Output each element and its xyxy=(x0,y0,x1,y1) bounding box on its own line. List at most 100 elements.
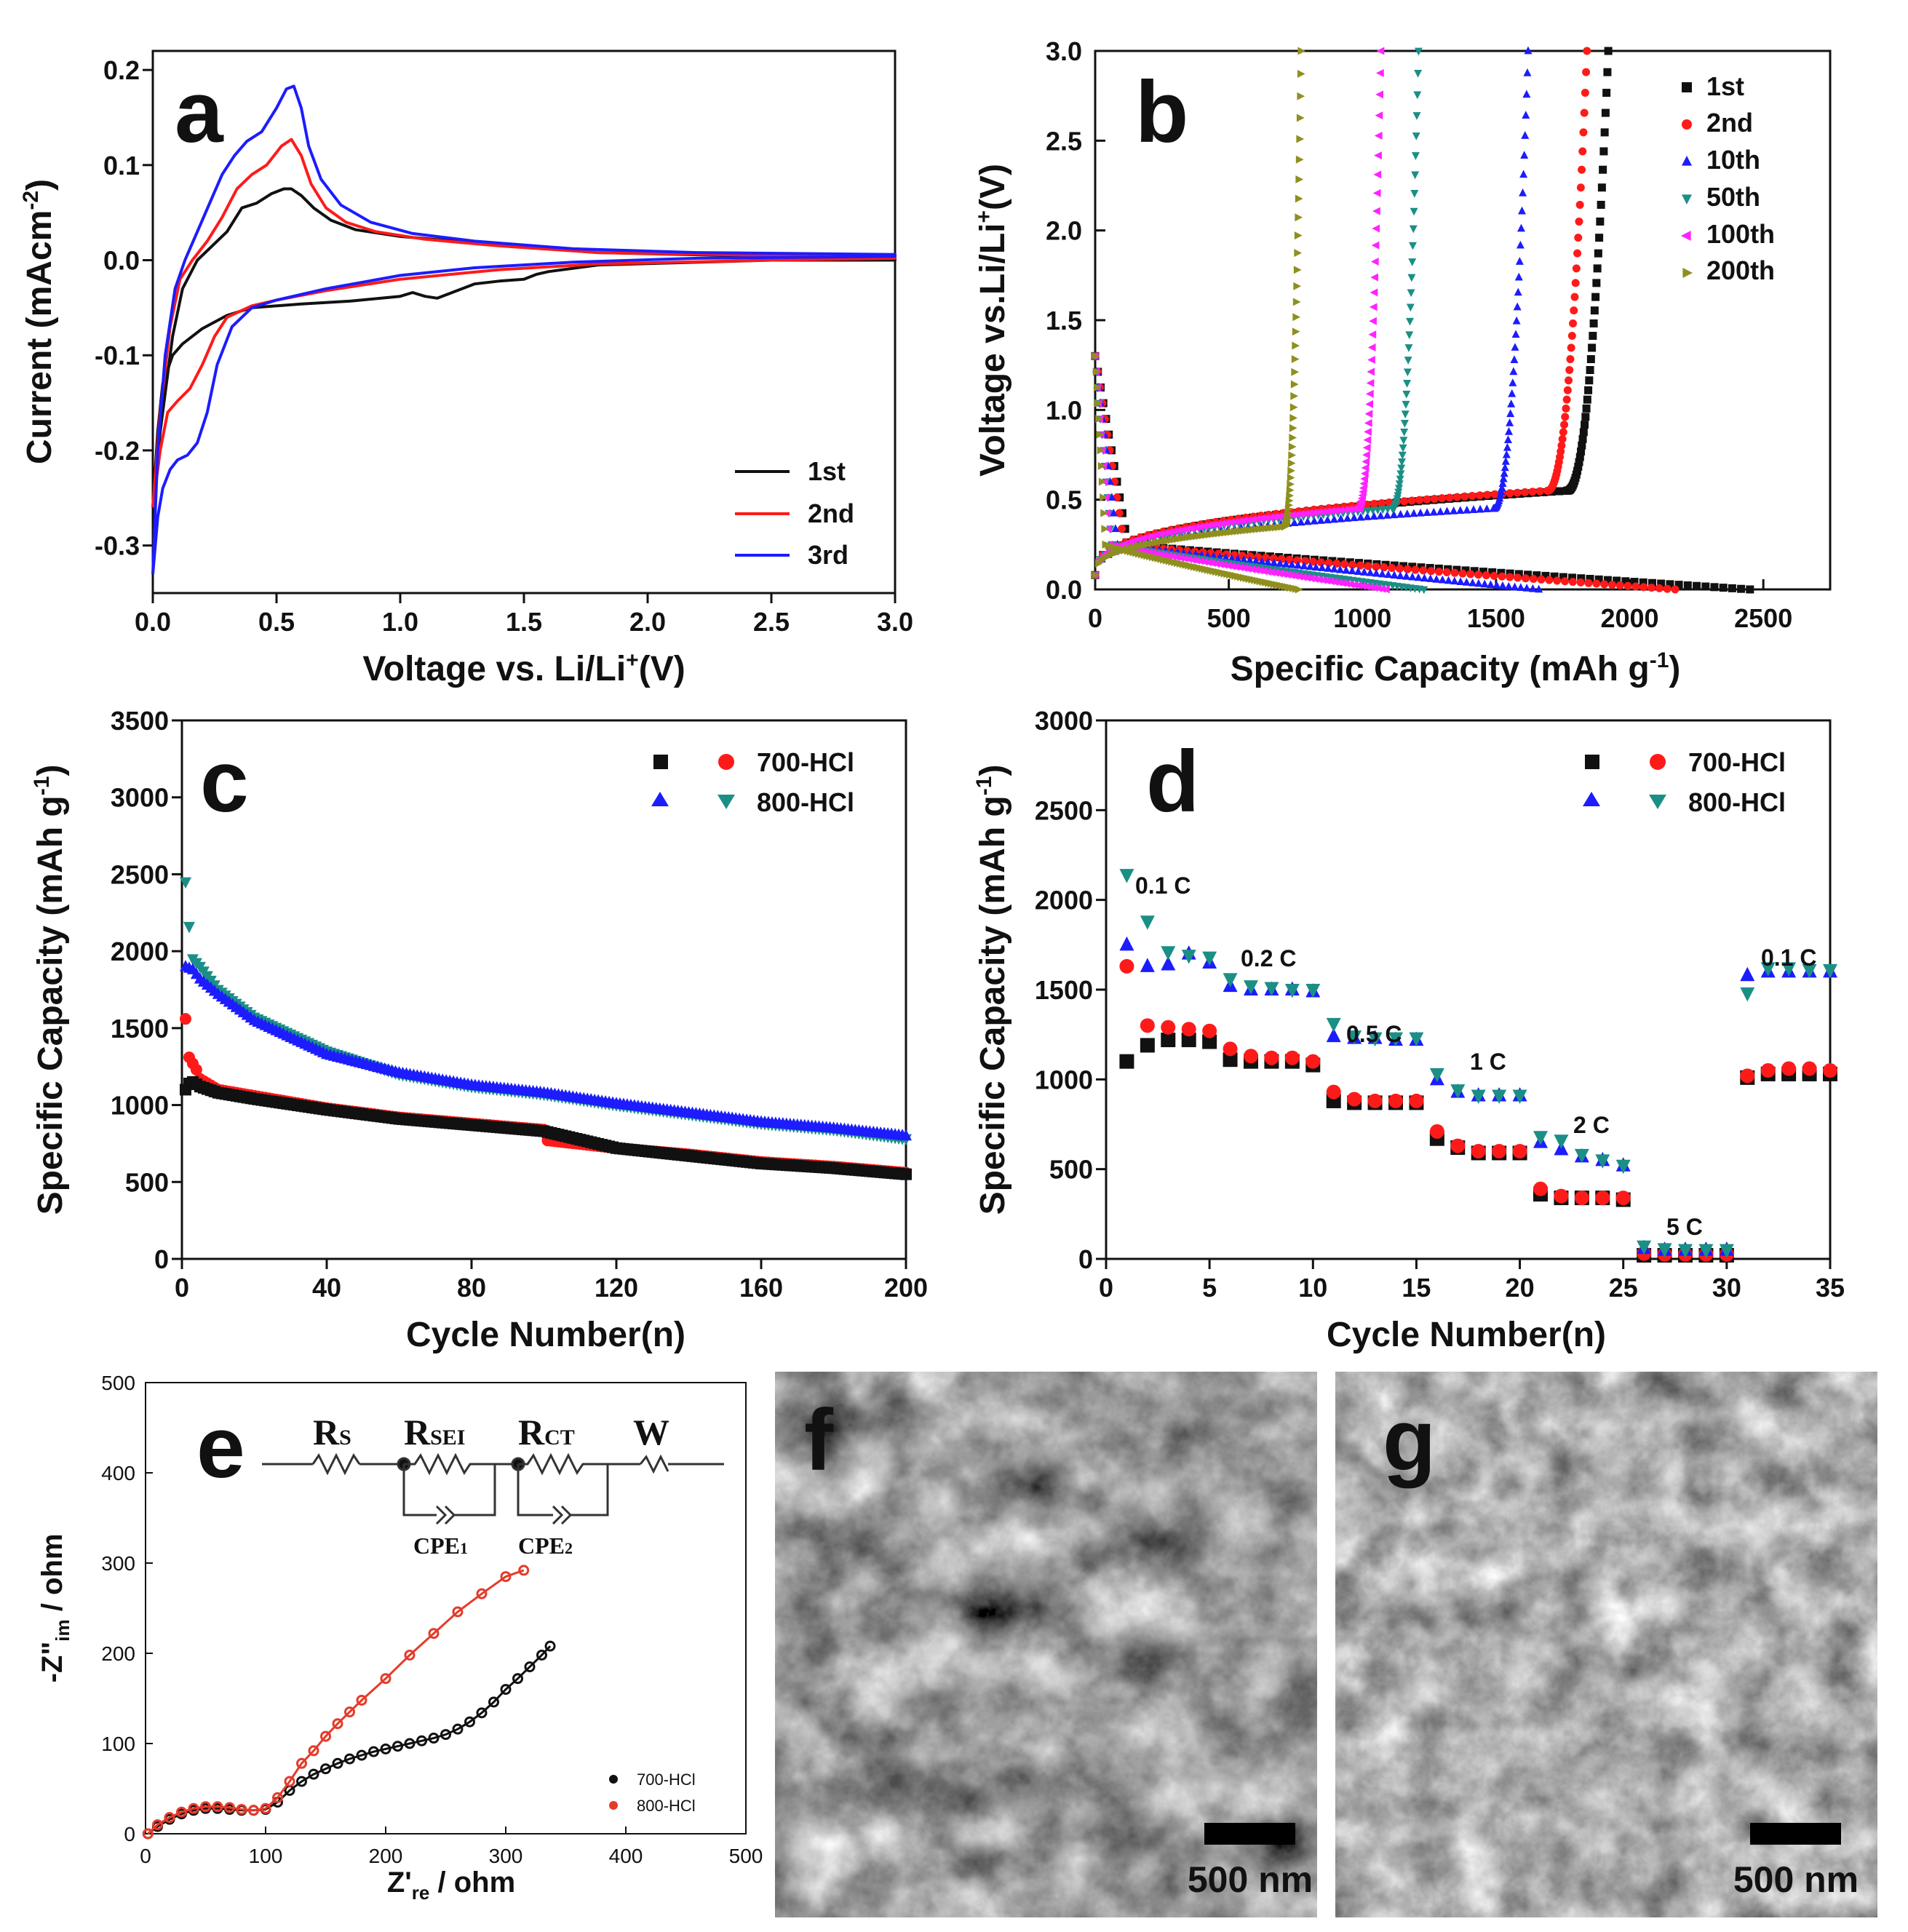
vc-point-50th-143 xyxy=(1383,506,1392,514)
vc-point-200th-170 xyxy=(1290,391,1299,400)
vc-point-50th-155 xyxy=(1394,488,1403,497)
vc-point-100th-46 xyxy=(1235,563,1244,572)
vc-point-10th-72 xyxy=(1468,578,1477,587)
eis-point-800-HCl-13 xyxy=(296,1757,307,1769)
rate-point-800-HCl-discharge-10 xyxy=(1305,984,1321,998)
rate-point-700-HCl-discharge-20 xyxy=(1512,1144,1527,1158)
vc-point-50th-165 xyxy=(1400,428,1409,437)
vc-point-10th-47 xyxy=(1318,563,1327,571)
panel-a-ylabel-sup: -2 xyxy=(19,191,43,210)
vc-point-200th-83 xyxy=(1295,585,1303,594)
d-ytick-label-1: 500 xyxy=(1049,1155,1093,1185)
vc-point-10th-172 xyxy=(1510,355,1519,363)
vc-point-200th-163 xyxy=(1287,459,1296,468)
vc-point-1st-175 xyxy=(1590,306,1599,315)
vc-point-10th-48 xyxy=(1324,564,1332,572)
rate-point-700-HCl-discharge-15 xyxy=(1409,1093,1424,1108)
vc-point-10th-54 xyxy=(1360,568,1369,576)
vc-point-1st-159 xyxy=(1575,453,1584,461)
vc-point-200th-180 xyxy=(1294,249,1303,258)
vc-point-1st-178 xyxy=(1593,264,1602,273)
vc-point-10th-126 xyxy=(1370,512,1378,520)
circuit-rct-sub: CT xyxy=(544,1426,575,1450)
vc-point-100th-110 xyxy=(1204,521,1213,530)
rate-point-800-HCl-discharge-34 xyxy=(1802,963,1817,979)
vc-point-1st-165 xyxy=(1581,413,1590,421)
vc-point-2nd-175 xyxy=(1570,306,1578,315)
vc-point-100th-179 xyxy=(1370,258,1379,266)
rate-point-800-HCl-discharge-22 xyxy=(1554,1134,1569,1149)
panel-e-xlabel-sub: re xyxy=(412,1882,430,1904)
vc-point-10th-160 xyxy=(1500,463,1509,472)
vc-point-1st-169 xyxy=(1585,376,1594,385)
vc-point-10th-66 xyxy=(1432,575,1441,583)
circuit-rsei-sub: SEI xyxy=(430,1426,465,1450)
vc-point-2nd-134 xyxy=(1468,492,1476,501)
vc-point-2nd-172 xyxy=(1567,343,1575,352)
e-xtick-label-0: 0 xyxy=(140,1845,151,1867)
vc-point-100th-108 xyxy=(1196,522,1204,531)
rate-point-700-HCl-discharge-31 xyxy=(1740,1068,1755,1084)
vc-point-50th-181 xyxy=(1409,225,1418,234)
cv-curve-2nd xyxy=(151,138,897,508)
vc-point-50th-186 xyxy=(1412,132,1420,140)
b-xtick-label-0: 0 xyxy=(1088,603,1102,633)
vc-point-100th-29 xyxy=(1168,552,1177,561)
cycle-point-700-HCl-discharge-4 xyxy=(190,1063,202,1076)
vc-point-10th-38 xyxy=(1263,557,1272,566)
rate-point-800-HCl-discharge-5 xyxy=(1202,951,1217,966)
vc-point-200th-188 xyxy=(1297,92,1305,100)
vc-point-2nd-83 xyxy=(1671,585,1680,594)
vc-point-100th-61 xyxy=(1295,572,1303,581)
eis-point-700-HCl-17 xyxy=(344,1753,355,1765)
vc-point-10th-68 xyxy=(1444,576,1453,584)
vc-point-200th-187 xyxy=(1296,114,1305,122)
vc-point-2nd-126 xyxy=(1407,496,1416,505)
circuit-label-cpe1: CPE1 xyxy=(413,1533,468,1559)
vc-point-2nd-42 xyxy=(1348,560,1357,569)
legend-b-10th: 10th xyxy=(1706,145,1760,175)
vc-point-2nd-125 xyxy=(1400,497,1409,506)
vc-point-100th-56 xyxy=(1275,569,1284,578)
vc-point-2nd-168 xyxy=(1563,386,1572,394)
vc-point-100th-124 xyxy=(1265,513,1274,522)
vc-point-2nd-50 xyxy=(1411,565,1420,574)
panel-b-xlabel-main: Specific Capacity (mAh g xyxy=(1231,650,1650,688)
legend-d-800: 800-HCl xyxy=(1688,787,1786,817)
vc-point-10th-35 xyxy=(1246,555,1255,564)
rate-point-800-HCl-discharge-19 xyxy=(1492,1089,1507,1105)
vc-point-1st-63 xyxy=(1568,573,1577,582)
vc-point-50th-178 xyxy=(1407,274,1416,282)
vc-point-100th-24 xyxy=(1148,549,1157,557)
vc-point-10th-80 xyxy=(1517,583,1525,592)
vc-point-2nd-32 xyxy=(1269,554,1278,562)
panel-a-xlabel-main: Voltage vs. Li/Li xyxy=(362,650,626,688)
vc-point-2nd-184 xyxy=(1578,165,1586,174)
vc-point-50th-177 xyxy=(1407,289,1415,298)
rate-point-800-HCl-discharge-14 xyxy=(1388,1032,1403,1047)
legend-e-800: 800-HCl xyxy=(637,1797,696,1815)
vc-point-50th-172 xyxy=(1404,357,1412,365)
rate-point-800-HCl-discharge-24 xyxy=(1595,1154,1610,1169)
vc-point-10th-49 xyxy=(1329,564,1338,573)
vc-point-10th-59 xyxy=(1390,571,1399,579)
vc-point-100th-189 xyxy=(1375,68,1384,77)
eis-point-700-HCl-22 xyxy=(404,1738,416,1749)
rate-point-800-HCl-discharge-27 xyxy=(1657,1243,1672,1257)
vc-point-10th-168 xyxy=(1507,399,1516,408)
vc-point-2nd-186 xyxy=(1579,128,1588,137)
vc-point-10th-121 xyxy=(1337,514,1345,522)
vc-point-100th-130 xyxy=(1292,510,1300,519)
vc-point-2nd-129 xyxy=(1430,494,1439,503)
legend-b-100th: 100th xyxy=(1706,219,1775,249)
vc-point-100th-176 xyxy=(1369,303,1378,311)
vc-point-10th-81 xyxy=(1522,584,1531,592)
b-ytick-label-6: 3.0 xyxy=(1046,36,1082,66)
vc-point-50th-173 xyxy=(1404,344,1413,352)
rate-point-800-HCl-charge-3 xyxy=(1161,955,1176,971)
eis-point-800-HCl-0 xyxy=(142,1828,154,1840)
vc-point-100th-137 xyxy=(1323,507,1331,516)
vc-point-100th-160 xyxy=(1361,464,1370,472)
vc-point-10th-156 xyxy=(1498,483,1506,492)
vc-point-100th-123 xyxy=(1261,514,1270,522)
